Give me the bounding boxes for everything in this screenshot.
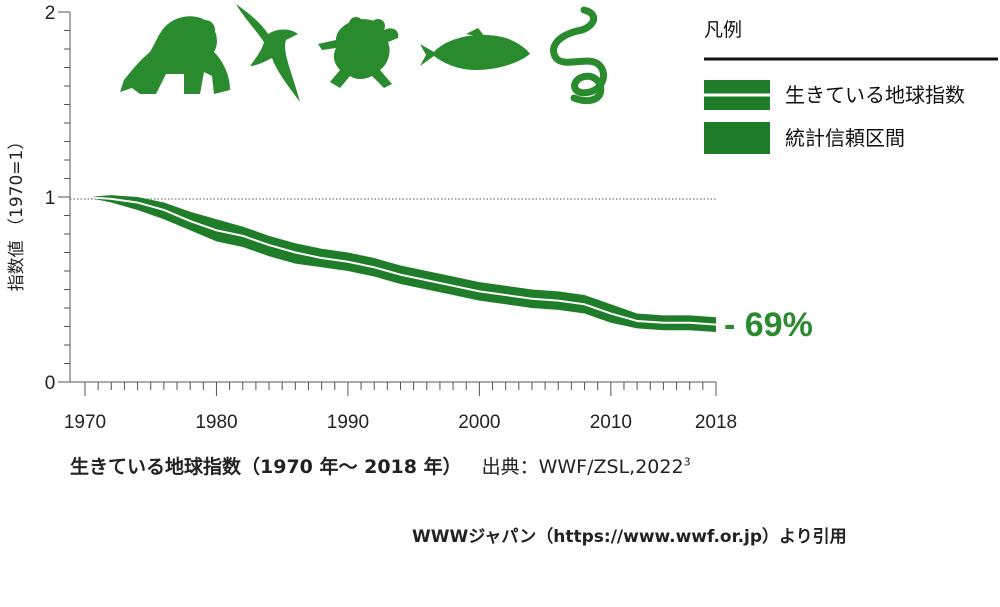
credit-text: WWWジャパン（https://www.wwf.or.jp）より引用 — [412, 527, 847, 547]
gorilla-icon — [120, 16, 230, 94]
chart-caption: 生きている地球指数（1970 年〜 2018 年） 出典：WWF/ZSL,2022… — [70, 452, 691, 479]
change-label: - 69% — [724, 306, 813, 344]
y-axis-label: 指数値 （1970=1） — [7, 133, 27, 292]
y-tick-label: 2 — [45, 3, 56, 24]
x-tick-label: 1980 — [195, 412, 237, 433]
source-superscript: 3 — [683, 455, 691, 469]
x-tick-label: 2018 — [695, 412, 737, 433]
confidence-interval-band — [85, 195, 716, 333]
x-axis — [70, 381, 717, 396]
chart-title: 生きている地球指数（1970 年〜 2018 年） — [70, 456, 462, 478]
legend: 凡例 生きている地球指数 統計信頼区間 — [704, 19, 998, 154]
x-tick-labels: 1970 1980 1990 2000 2010 2018 — [64, 412, 737, 433]
y-axis — [58, 11, 71, 383]
y-tick-label: 1 — [45, 188, 56, 209]
legend-label-ci: 統計信頼区間 — [785, 126, 905, 150]
living-planet-index-line — [84, 196, 717, 326]
fish-icon — [420, 28, 530, 70]
x-tick-label: 2000 — [458, 412, 500, 433]
legend-label-index: 生きている地球指数 — [785, 83, 965, 107]
x-tick-label: 1970 — [64, 412, 106, 433]
y-tick-label: 0 — [45, 373, 56, 394]
x-tick-label: 2010 — [590, 412, 632, 433]
legend-item-ci: 統計信頼区間 — [704, 122, 905, 154]
bird-icon — [236, 4, 300, 102]
y-tick-labels: 0 1 2 — [45, 3, 56, 394]
x-tick-label: 1990 — [327, 412, 369, 433]
legend-title: 凡例 — [704, 19, 742, 41]
snake-icon — [550, 6, 608, 105]
frog-icon — [318, 17, 399, 88]
animal-icons — [120, 4, 608, 105]
source-label: 出典：WWF/ZSL,2022 — [481, 456, 684, 478]
legend-item-index: 生きている地球指数 — [704, 80, 965, 110]
legend-swatch-ci — [704, 122, 770, 154]
